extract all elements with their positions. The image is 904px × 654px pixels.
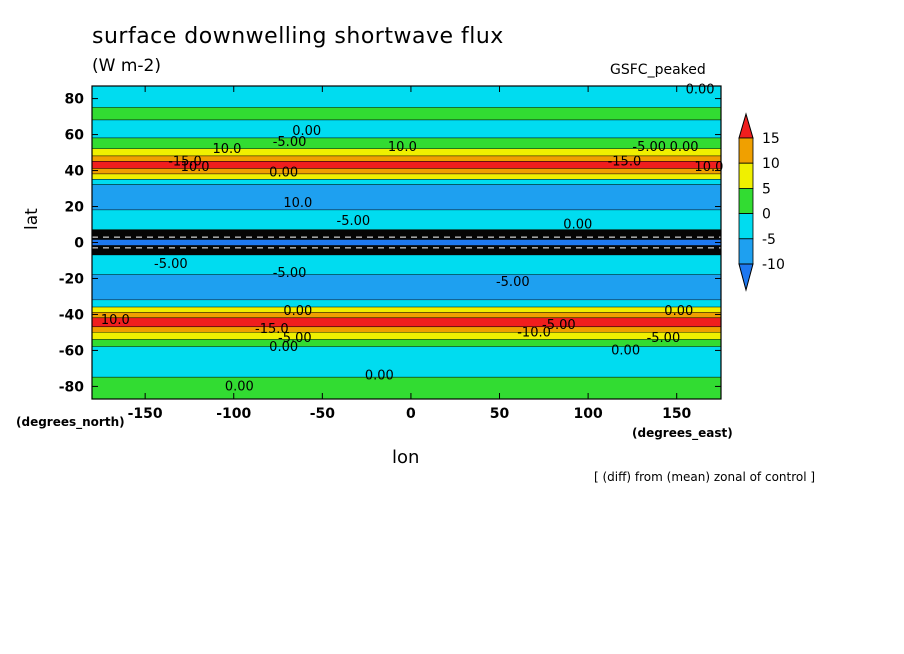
zonal-band bbox=[92, 307, 721, 313]
colorbar-segment bbox=[738, 137, 754, 164]
contour-label: 0.00 bbox=[269, 340, 298, 355]
colorbar-arrow-bottom bbox=[738, 263, 754, 292]
footnote: [ (diff) from (mean) zonal of control ] bbox=[594, 470, 816, 484]
zonal-band bbox=[92, 377, 721, 399]
x-tick-label: 50 bbox=[490, 406, 510, 422]
zonal-band bbox=[92, 184, 721, 211]
zonal-band bbox=[92, 210, 721, 230]
zonal-band bbox=[92, 332, 721, 340]
x-tick-label: 0 bbox=[406, 406, 416, 422]
y-tick-label: -40 bbox=[59, 307, 85, 323]
colorbar-label: 10 bbox=[762, 156, 780, 172]
colorbar-label: -5 bbox=[762, 232, 776, 248]
contour-label: -15.0 bbox=[255, 322, 289, 337]
contour-label: 10.0 bbox=[388, 140, 417, 155]
y-tick-label: 20 bbox=[65, 200, 85, 216]
zonal-band bbox=[92, 156, 721, 162]
zonal-band bbox=[92, 86, 721, 108]
model-name: GSFC_peaked bbox=[610, 62, 706, 78]
contour-label: 10.0 bbox=[212, 142, 241, 157]
contour-label: -5.00 bbox=[154, 257, 188, 272]
zonal-band bbox=[92, 107, 721, 121]
colorbar-label: 15 bbox=[762, 131, 780, 147]
zonal-band bbox=[92, 274, 721, 301]
contour-label: -5.00 bbox=[337, 214, 371, 229]
zonal-band bbox=[92, 120, 721, 139]
contour-label: -10.0 bbox=[517, 325, 551, 340]
y-units-note: (degrees_north) bbox=[16, 415, 125, 429]
x-tick-label: 100 bbox=[573, 406, 602, 422]
contour-label: -5.00 bbox=[278, 331, 312, 346]
equatorial-core bbox=[92, 239, 721, 246]
x-units-note: (degrees_east) bbox=[632, 426, 733, 440]
contour-label: 10.0 bbox=[694, 160, 723, 175]
chart-title: surface downwelling shortwave flux bbox=[92, 24, 504, 49]
colorbar-arrow-top bbox=[738, 112, 754, 139]
chart-units: (W m-2) bbox=[92, 56, 161, 76]
contour-label: 0.00 bbox=[283, 304, 312, 319]
zonal-band bbox=[92, 148, 721, 157]
zonal-band bbox=[92, 327, 721, 333]
contour-label: -15.0 bbox=[168, 155, 202, 170]
x-tick-label: -100 bbox=[216, 406, 251, 422]
contour-label: -5.00 bbox=[496, 275, 530, 290]
colorbar-label: 0 bbox=[762, 207, 771, 223]
x-tick-label: 150 bbox=[662, 406, 691, 422]
zonal-band bbox=[92, 168, 721, 175]
zonal-band bbox=[92, 339, 721, 347]
x-axis-label: lon bbox=[392, 447, 420, 468]
contour-label: -5.00 bbox=[647, 331, 681, 346]
contour-label: 0.00 bbox=[563, 218, 592, 233]
zonal-band bbox=[92, 161, 721, 169]
zonal-band bbox=[92, 138, 721, 149]
colorbar-segment bbox=[738, 187, 754, 214]
y-tick-label: 80 bbox=[65, 92, 85, 108]
y-tick-label: -20 bbox=[59, 271, 85, 287]
zonal-band bbox=[92, 318, 721, 328]
contour-label: 0.00 bbox=[670, 140, 699, 155]
contour-label: -15.0 bbox=[608, 155, 642, 170]
colorbar-segment bbox=[738, 213, 754, 240]
contour-label: 0.00 bbox=[611, 343, 640, 358]
x-tick-label: -50 bbox=[310, 406, 336, 422]
contour-label: 0.00 bbox=[686, 83, 715, 98]
contour-label: 0.00 bbox=[292, 124, 321, 139]
colorbar-label: 5 bbox=[762, 181, 771, 197]
y-tick-label: -60 bbox=[59, 343, 85, 359]
zonal-band bbox=[92, 300, 721, 308]
colorbar-label: -10 bbox=[762, 257, 785, 273]
contour-label: 10.0 bbox=[181, 160, 210, 175]
contour-label: -5.00 bbox=[273, 266, 307, 281]
zonal-band bbox=[92, 255, 721, 275]
x-tick-label: -150 bbox=[128, 406, 163, 422]
colorbar-segment bbox=[738, 238, 754, 265]
contour-label: 0.00 bbox=[269, 165, 298, 180]
contour-label: 10.0 bbox=[101, 313, 130, 328]
zonal-band bbox=[92, 174, 721, 180]
y-tick-label: -80 bbox=[59, 379, 85, 395]
zonal-band bbox=[92, 312, 721, 319]
zonal-band bbox=[92, 179, 721, 185]
contour-label: -5.00 bbox=[542, 318, 576, 333]
y-tick-label: 0 bbox=[74, 236, 84, 252]
contour-label: 0.00 bbox=[225, 379, 254, 394]
contour-label: 0.00 bbox=[365, 369, 394, 384]
contour-label: 10.0 bbox=[283, 196, 312, 211]
y-tick-label: 40 bbox=[65, 164, 85, 180]
contour-label: -5.00 bbox=[273, 135, 307, 150]
colorbar-segment bbox=[738, 162, 754, 189]
y-tick-label: 60 bbox=[65, 128, 85, 144]
contour-label: -5.00 bbox=[632, 140, 666, 155]
zonal-band bbox=[92, 346, 721, 378]
contour-label: 0.00 bbox=[664, 304, 693, 319]
